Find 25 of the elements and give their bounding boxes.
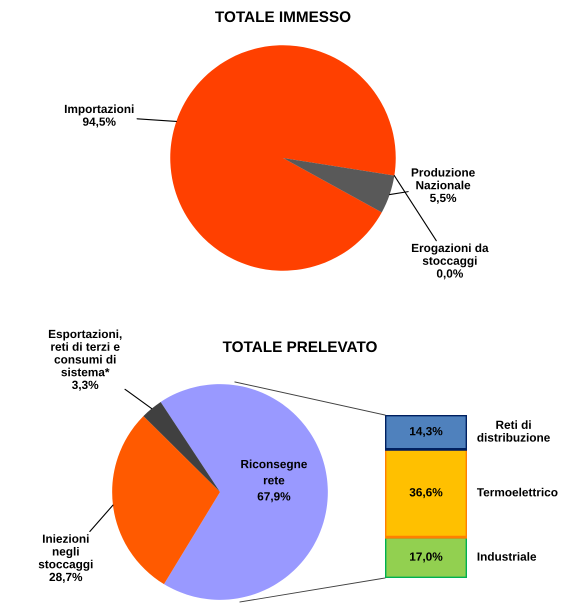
- slice-label: Iniezioni negli stoccaggi: [38, 534, 93, 571]
- text: TOTALE PRELEVATO: [222, 341, 377, 352]
- data-label: 3,3%: [72, 380, 98, 391]
- data-label: 36,6%: [410, 488, 442, 498]
- pie-slice: [170, 45, 396, 271]
- data-label: 94,5%: [82, 117, 116, 128]
- slice-label: Riconsegne rete: [241, 460, 307, 484]
- series-label: Termoelettrico: [476, 488, 558, 496]
- pie-slice: [283, 158, 394, 212]
- chart-title: TOTALE IMMESSO: [215, 11, 350, 22]
- slice-label: Produzione Nazionale: [412, 168, 475, 190]
- pie-slice: [160, 384, 328, 600]
- data-label: 67,9%: [258, 492, 290, 502]
- data-label: 17,0%: [410, 552, 442, 562]
- slice-label: Importazioni: [64, 104, 134, 116]
- series-label: Reti di distribuzione: [477, 420, 550, 442]
- data-label: 28,7%: [49, 572, 82, 583]
- data-label: 14,3%: [410, 426, 442, 438]
- pie-slice: [112, 416, 220, 584]
- pie-slice: [143, 402, 220, 492]
- slice-label: Esportazioni, reti di terzi e consumi di sistema*: [48, 329, 122, 376]
- data-label: 5,5%: [430, 194, 456, 204]
- category-label: Erogazioni da stoccaggi: [412, 243, 489, 268]
- series-label: Industriale: [478, 552, 536, 561]
- text: 0,0%: [436, 269, 464, 280]
